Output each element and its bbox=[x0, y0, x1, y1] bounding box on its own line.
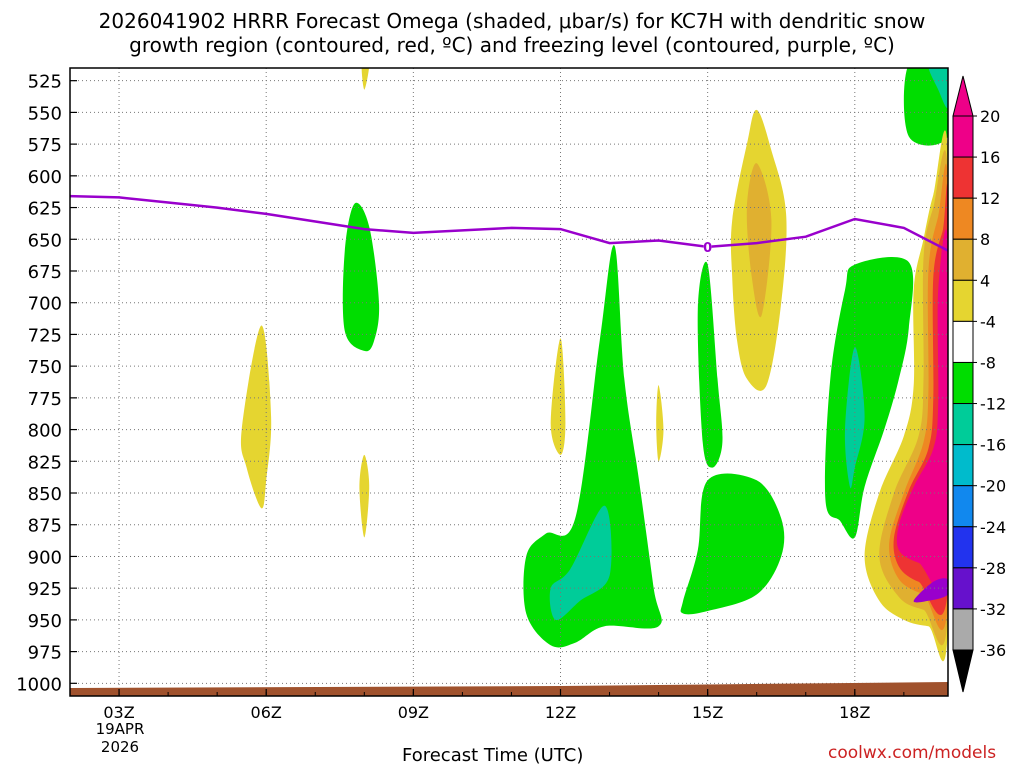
colorbar-segment-4 bbox=[952, 279, 974, 322]
colorbar-label-12: 12 bbox=[980, 189, 1000, 208]
colorbar-lower-arrow bbox=[952, 649, 974, 693]
colorbar-label--8: -8 bbox=[980, 353, 996, 372]
y-tick-label-775: 775 bbox=[28, 389, 62, 410]
y-tick-label-650: 650 bbox=[28, 230, 62, 251]
y-tick-label-600: 600 bbox=[28, 167, 62, 188]
y-tick-label-750: 750 bbox=[28, 357, 62, 378]
omega-region-descent-1600z-low bbox=[680, 473, 785, 615]
y-tick-label-1000: 1000 bbox=[16, 674, 62, 695]
omega-region-ascent-1930z-purple bbox=[913, 578, 948, 603]
omega-region-ascent-0800z-top bbox=[361, 68, 369, 90]
colorbar-segment-2 bbox=[952, 197, 974, 240]
chart-title-line-2: growth region (contoured, red, ºC) and f… bbox=[129, 33, 895, 57]
colorbar-label-16: 16 bbox=[980, 148, 1000, 167]
y-tick-label-975: 975 bbox=[28, 643, 62, 664]
colorbar-label--4: -4 bbox=[980, 312, 996, 331]
omega-region-ascent-1200z bbox=[550, 338, 566, 455]
date-day-label: 19APR bbox=[95, 720, 145, 738]
x-tick-label-06Z: 06Z bbox=[251, 703, 282, 722]
omega-region-descent-1800z-core bbox=[844, 347, 865, 489]
omega-region-descent-1300z-core bbox=[549, 505, 612, 621]
y-tick-label-925: 925 bbox=[28, 579, 62, 600]
colorbar-segment-3 bbox=[952, 238, 974, 281]
omega-region-descent-1500z-mid bbox=[697, 261, 723, 468]
omega-region-ascent-0530z bbox=[240, 325, 272, 509]
y-tick-label-700: 700 bbox=[28, 294, 62, 315]
omega-region-ascent-1600z-core bbox=[746, 163, 772, 318]
colorbar-label--28: -28 bbox=[980, 559, 1006, 578]
colorbar-label-8: 8 bbox=[980, 230, 990, 249]
colorbar-segment-0 bbox=[952, 115, 974, 158]
omega-region-ascent-0800z-low bbox=[359, 454, 370, 538]
omega-region-ascent-1930z-20 bbox=[896, 229, 948, 592]
plot-frame bbox=[69, 67, 949, 697]
y-tick-label-825: 825 bbox=[28, 452, 62, 473]
y-tick-label-725: 725 bbox=[28, 325, 62, 346]
colorbar-segment-7 bbox=[952, 403, 974, 446]
y-tick-label-525: 525 bbox=[28, 72, 62, 93]
omega-region-descent-1300z bbox=[523, 245, 662, 648]
y-tick-label-575: 575 bbox=[28, 135, 62, 156]
colorbar-segment-8 bbox=[952, 444, 974, 487]
x-tick-label-09Z: 09Z bbox=[398, 703, 429, 722]
y-tick-label-900: 900 bbox=[28, 547, 62, 568]
colorbar-label--36: -36 bbox=[980, 641, 1006, 660]
chart-title-line-1: 2026041902 HRRR Forecast Omega (shaded, … bbox=[98, 9, 926, 33]
colorbar-segment-gray bbox=[952, 608, 974, 651]
omega-region-ascent-1400z bbox=[656, 385, 664, 462]
credit-link[interactable]: coolwx.com/models bbox=[828, 743, 997, 763]
freezing-level-label-bg bbox=[703, 238, 712, 254]
x-tick-label-15Z: 15Z bbox=[692, 703, 723, 722]
y-tick-label-550: 550 bbox=[28, 103, 62, 124]
x-axis-label: Forecast Time (UTC) bbox=[402, 745, 584, 766]
x-tick-label-18Z: 18Z bbox=[839, 703, 870, 722]
colorbar-label--16: -16 bbox=[980, 436, 1006, 455]
colorbar-label-4: 4 bbox=[980, 271, 990, 290]
x-tick-label-12Z: 12Z bbox=[545, 703, 576, 722]
colorbar-segment-6 bbox=[952, 361, 974, 405]
colorbar-label-20: 20 bbox=[980, 107, 1000, 126]
colorbar-label--32: -32 bbox=[980, 600, 1006, 619]
colorbar-segment-1 bbox=[952, 156, 974, 199]
ground-terrain bbox=[70, 682, 948, 696]
omega-region-descent-1930z-top bbox=[903, 68, 948, 146]
colorbar-label--12: -12 bbox=[980, 395, 1006, 414]
colorbar-label--24: -24 bbox=[980, 518, 1006, 537]
colorbar-segment-10 bbox=[952, 526, 974, 569]
y-tick-label-800: 800 bbox=[28, 421, 62, 442]
y-tick-label-675: 675 bbox=[28, 262, 62, 283]
y-tick-label-950: 950 bbox=[28, 611, 62, 632]
x-tick-label-03Z: 03Z bbox=[103, 703, 134, 722]
omega-region-descent-1930z-top-core bbox=[928, 68, 948, 109]
y-tick-label-625: 625 bbox=[28, 199, 62, 220]
colorbar-segment-11 bbox=[952, 567, 974, 610]
freezing-level-line bbox=[70, 194, 948, 252]
colorbar-segment-5 bbox=[952, 320, 974, 363]
date-year-label: 2026 bbox=[100, 738, 140, 756]
freezing-level-label: 0 bbox=[703, 241, 712, 256]
y-tick-label-850: 850 bbox=[28, 484, 62, 505]
colorbar-segment-9 bbox=[952, 485, 974, 528]
colorbar-upper-arrow bbox=[952, 75, 974, 117]
omega-region-descent-0800z bbox=[342, 202, 380, 352]
colorbar-label--20: -20 bbox=[980, 477, 1006, 496]
y-tick-label-875: 875 bbox=[28, 516, 62, 537]
